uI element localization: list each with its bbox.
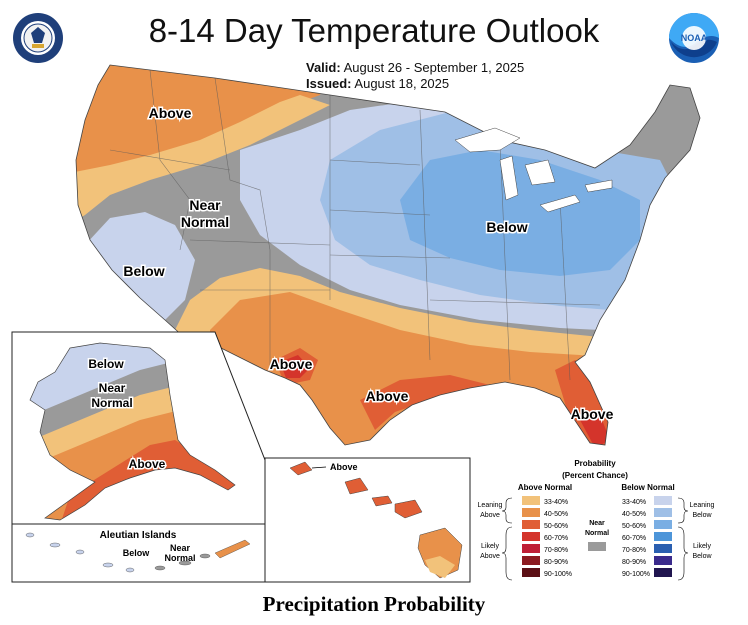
legend-below-label: 33-40% xyxy=(622,499,646,506)
label-aleutian-near-line1: Near xyxy=(170,543,191,553)
valid-label: Valid: xyxy=(306,60,341,75)
legend-leaning-below-line2: Below xyxy=(692,512,712,519)
label-alaska-near-line1: Near xyxy=(99,381,126,395)
legend-above-label: 40-50% xyxy=(544,511,568,518)
lake-ontario xyxy=(584,179,613,193)
legend-below-label: 90-100% xyxy=(622,571,650,578)
label-alaska-near-line2: Normal xyxy=(91,396,132,410)
legend-above-swatch xyxy=(522,556,540,565)
label-near-normal-line1: Near xyxy=(189,197,221,213)
legend-below-swatch xyxy=(654,544,672,553)
noaa-logo-text: NOAA xyxy=(681,33,708,43)
legend-above-swatch xyxy=(522,568,540,577)
legend-below-label: 50-60% xyxy=(622,523,646,530)
legend-near-normal-swatch xyxy=(588,542,606,551)
legend-title-line1: Probability xyxy=(574,459,616,468)
label-near-normal-line2: Normal xyxy=(181,214,229,230)
label-hawaii-above: Above xyxy=(330,462,358,472)
issued-line: Issued: August 18, 2025 xyxy=(306,76,449,91)
legend-likely-above-line2: Above xyxy=(480,553,500,560)
map-title: 8-14 Day Temperature Outlook xyxy=(148,12,600,49)
valid-line: Valid: August 26 - September 1, 2025 xyxy=(306,60,524,75)
legend-below-label: 40-50% xyxy=(622,511,646,518)
legend-below-label: 80-90% xyxy=(622,559,646,566)
legend-below-swatch xyxy=(654,556,672,565)
label-alaska-below: Below xyxy=(88,357,124,371)
legend-above-label: 70-80% xyxy=(544,547,568,554)
lake-superior xyxy=(454,127,521,153)
legend-near-line2: Normal xyxy=(585,530,609,537)
legend-likely-below-line2: Below xyxy=(692,553,712,560)
legend-likely-above-line1: Likely xyxy=(481,543,499,550)
legend-near-line1: Near xyxy=(589,520,605,527)
legend-above-swatch xyxy=(522,508,540,517)
legend-above-label: 60-70% xyxy=(544,535,568,542)
legend-below-label: 60-70% xyxy=(622,535,646,542)
legend-above-header: Above Normal xyxy=(518,483,572,492)
legend-below-swatch xyxy=(654,508,672,517)
label-above-texas: Above xyxy=(270,356,313,372)
commerce-seal-logo xyxy=(13,13,63,63)
issued-date: August 18, 2025 xyxy=(354,76,450,91)
legend-below-header: Below Normal xyxy=(621,483,674,492)
legend-leaning-below-line1: Leaning xyxy=(690,502,715,509)
aleutian-title: Aleutian Islands xyxy=(100,530,177,541)
label-alaska-above: Above xyxy=(129,457,166,471)
legend-below-swatch xyxy=(654,496,672,505)
legend-title-line2: (Percent Chance) xyxy=(562,471,628,480)
lake-michigan xyxy=(499,155,519,201)
legend-above-swatch xyxy=(522,532,540,541)
legend-above-swatch xyxy=(522,520,540,529)
legend-below-label: 70-80% xyxy=(622,547,646,554)
legend-below-swatch xyxy=(654,520,672,529)
lake-erie xyxy=(539,194,581,213)
label-above-gulf: Above xyxy=(366,388,409,404)
label-above-florida: Above xyxy=(571,406,614,422)
legend-below-swatch xyxy=(654,532,672,541)
legend-leaning-above-line2: Above xyxy=(480,512,500,519)
legend-above-swatches: 33-40% 40-50% 50-60% 60-70% 70-80% 80-90% 90-1… xyxy=(522,496,572,578)
legend-likely-below-line1: Likely xyxy=(693,543,711,550)
label-below-southwest: Below xyxy=(123,263,164,279)
legend-above-label: 50-60% xyxy=(544,523,568,530)
label-aleutian-below: Below xyxy=(123,548,151,558)
legend-leaning-above-line1: Leaning xyxy=(478,502,503,509)
legend-above-label: 80-90% xyxy=(544,559,568,566)
valid-date-range: August 26 - September 1, 2025 xyxy=(343,60,525,75)
noaa-logo: NOAA xyxy=(669,13,719,63)
legend-below-swatch xyxy=(654,568,672,577)
label-aleutian-near-line2: Normal xyxy=(164,553,195,563)
lake-huron xyxy=(524,159,556,186)
legend-above-label: 33-40% xyxy=(544,499,568,506)
label-above-northwest: Above xyxy=(149,105,192,121)
legend-above-label: 90-100% xyxy=(544,571,572,578)
issued-label: Issued: xyxy=(306,76,352,91)
label-below-northeast: Below xyxy=(486,219,527,235)
legend-below-swatches: 33-40% 40-50% 50-60% 60-70% 70-80% 80-90% 90-1… xyxy=(622,496,672,578)
legend-above-swatch xyxy=(522,496,540,505)
figure-caption: Precipitation Probability xyxy=(262,592,486,616)
legend-above-swatch xyxy=(522,544,540,553)
